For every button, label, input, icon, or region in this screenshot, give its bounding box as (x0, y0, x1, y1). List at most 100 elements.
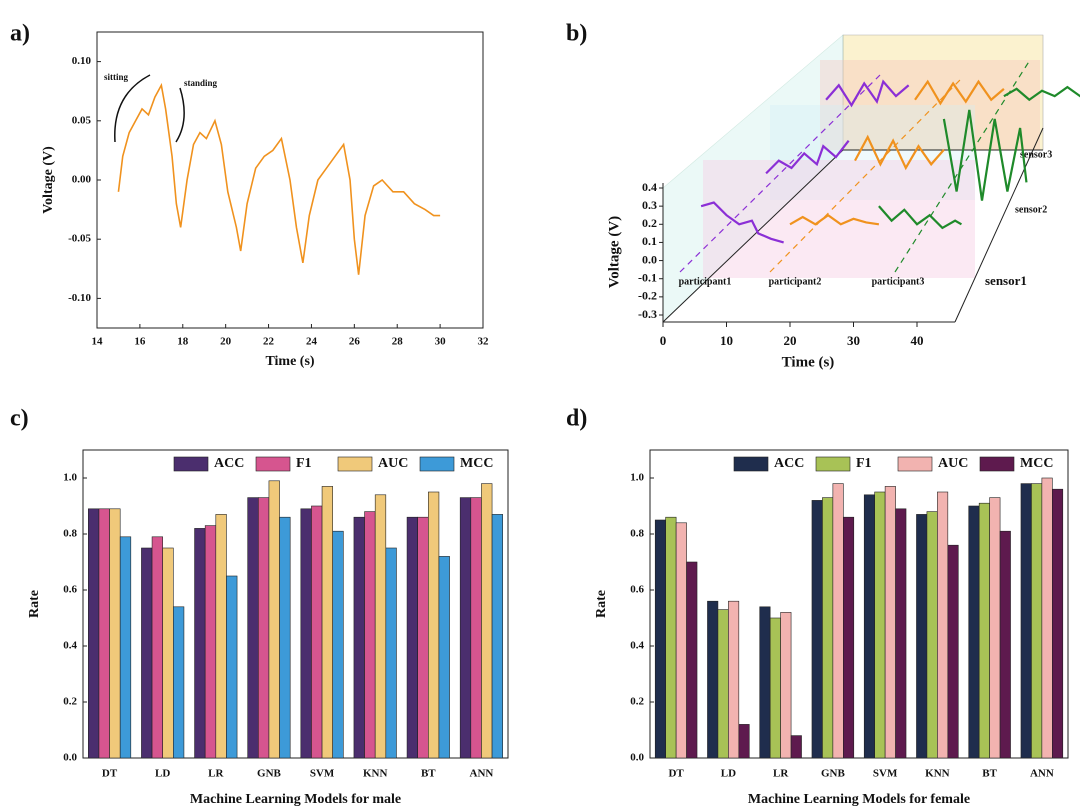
bar (406, 516, 418, 759)
x-tick-label: 18 (177, 336, 189, 348)
bar (895, 508, 907, 759)
panel-b-decor (662, 34, 1044, 323)
y-tick-label: 1.0 (630, 472, 644, 484)
legend-swatch (255, 456, 291, 472)
bar (364, 511, 376, 759)
bar (989, 497, 1001, 759)
sensor-trace (1003, 85, 1080, 102)
x-tick-label: GNB (821, 768, 846, 780)
x-tick-label: 0 (660, 333, 667, 348)
bar (675, 522, 687, 759)
legend-swatch (173, 456, 209, 472)
sensor-trace (765, 140, 850, 175)
bar (707, 600, 719, 759)
participant-label: participant1 (679, 276, 732, 287)
y-tick-label: 0.6 (630, 584, 644, 596)
bar (759, 606, 771, 759)
legend-swatch (337, 456, 373, 472)
bar (863, 494, 875, 759)
x-tick-label: LR (208, 768, 224, 780)
sensor-label: sensor1 (985, 273, 1027, 288)
bar (279, 516, 291, 759)
panel-label: b) (566, 21, 587, 47)
bar (194, 528, 206, 759)
y-tick-label: 0.2 (642, 216, 657, 230)
legend-label: F1 (856, 456, 872, 471)
bar (811, 500, 823, 759)
bar (109, 508, 121, 759)
y-axis-title: Rate (594, 590, 609, 618)
bar (215, 514, 227, 759)
bar (1020, 483, 1032, 759)
bar (258, 497, 270, 759)
bar (417, 516, 429, 759)
y-tick-label: 0.0 (630, 752, 644, 764)
y-tick-label: 0.8 (63, 528, 77, 540)
y-tick-label: 0.2 (63, 696, 77, 708)
bar (173, 606, 185, 759)
panel-label: a) (10, 21, 30, 47)
x-tick-label: 20 (220, 336, 232, 348)
bar (151, 536, 163, 759)
bar (1052, 488, 1064, 759)
y-axis-title: Voltage (V) (606, 216, 622, 288)
legend-label: MCC (1020, 456, 1053, 471)
bar (665, 516, 677, 759)
bar (119, 536, 132, 759)
y-tick-label: 0.00 (72, 174, 92, 186)
x-tick-label: 16 (134, 336, 146, 348)
bar (268, 480, 280, 759)
bar (822, 497, 834, 759)
legend-swatch (897, 456, 933, 472)
sensor-label: sensor2 (1015, 204, 1047, 215)
bar (780, 612, 792, 759)
sensor-trace (878, 205, 962, 230)
x-tick-label: 32 (478, 336, 490, 348)
x-tick-label: 40 (911, 333, 924, 348)
y-tick-label: 1.0 (63, 472, 77, 484)
annotation: sitting (104, 72, 129, 82)
sensor-trace (854, 134, 945, 171)
x-tick-label: 28 (392, 336, 404, 348)
legend-swatch (733, 456, 769, 472)
bar (332, 530, 344, 759)
annotation: standing (184, 78, 218, 88)
sensor-trace (914, 79, 1005, 106)
bar (769, 617, 781, 759)
bar (654, 519, 666, 759)
y-tick-label: 0.0 (642, 252, 657, 266)
x-tick-label: ANN (470, 768, 494, 780)
bar (491, 514, 503, 759)
legend-swatch (979, 456, 1015, 472)
arrow (114, 74, 151, 143)
bar (385, 547, 397, 759)
x-tick-label: 30 (435, 336, 447, 348)
bar (728, 600, 740, 759)
legend-label: MCC (460, 456, 493, 471)
bar (438, 556, 450, 759)
x-tick-label: KNN (925, 768, 950, 780)
legend-label: AUC (378, 456, 408, 471)
bar (790, 735, 802, 759)
participant-label: participant2 (769, 276, 822, 287)
y-tick-label: 0.4 (63, 640, 77, 652)
bar (843, 516, 855, 759)
x-axis-title: Machine Learning Models for male (190, 792, 401, 807)
legend-swatch (815, 456, 851, 472)
y-tick-label: 0.8 (630, 528, 644, 540)
bar (926, 511, 938, 759)
x-tick-label: SVM (873, 768, 898, 780)
x-tick-label: 14 (92, 336, 104, 348)
y-tick-label: -0.2 (638, 289, 657, 303)
bar (300, 508, 312, 759)
y-tick-label: -0.10 (68, 292, 91, 304)
y-axis-title: Rate (27, 590, 42, 618)
bar (832, 483, 844, 759)
y-tick-label: 0.3 (642, 198, 657, 212)
bar (459, 497, 472, 759)
voltage-line (117, 82, 441, 275)
participant-label: participant3 (872, 276, 925, 287)
bar (353, 516, 365, 759)
bar (874, 491, 886, 759)
